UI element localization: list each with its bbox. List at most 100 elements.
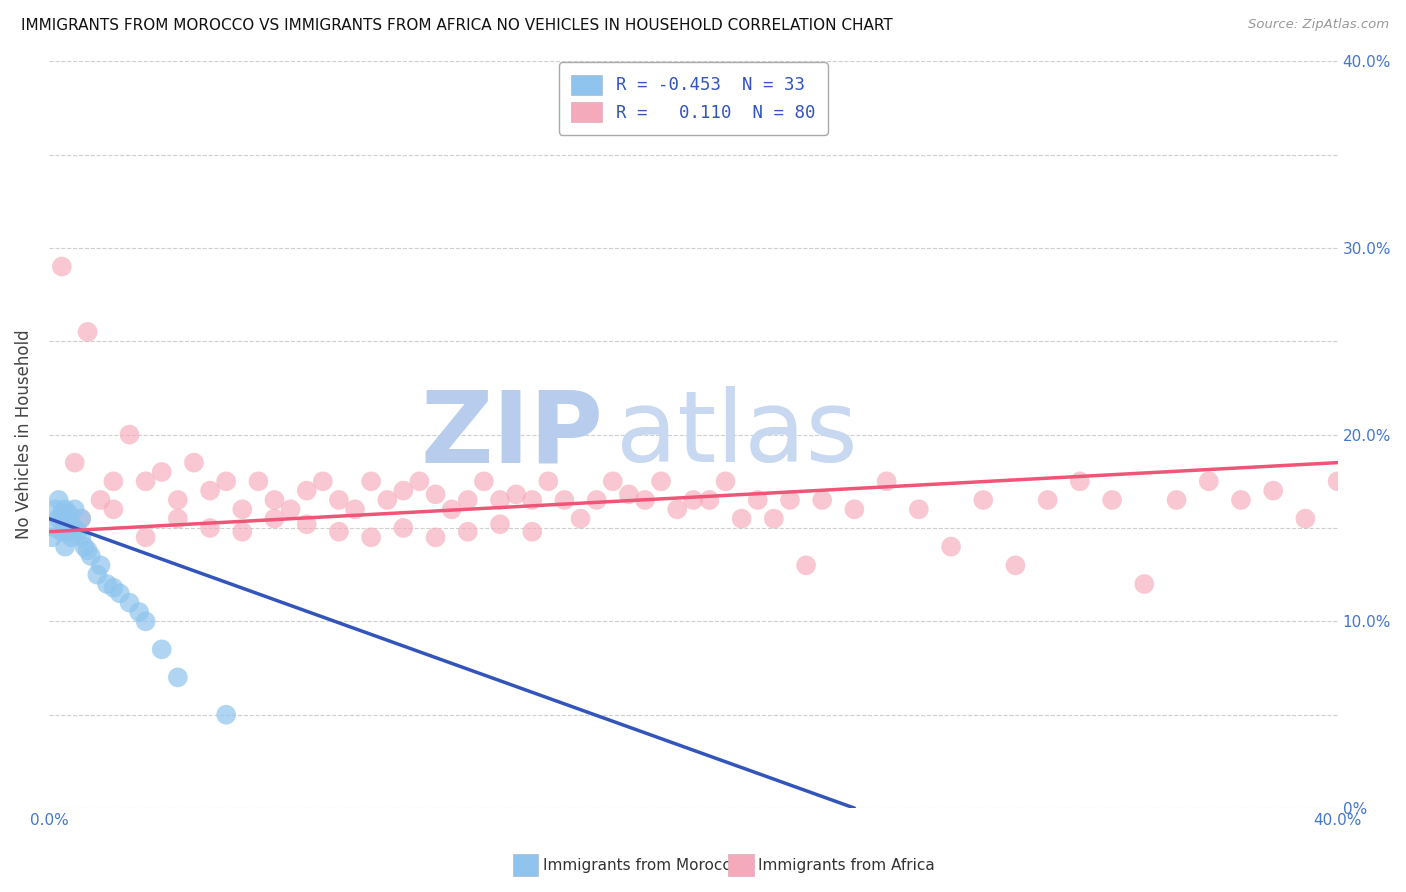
Text: Immigrants from Africa: Immigrants from Africa [758, 858, 935, 872]
Point [650, 475, 672, 489]
Point [489, 517, 512, 532]
Point [76, 543, 98, 558]
Point [1294, 511, 1316, 525]
Point [58, 506, 80, 520]
Point [215, 475, 238, 489]
Point [76, 325, 98, 339]
Point [360, 475, 382, 489]
Point [392, 521, 415, 535]
Point [1101, 493, 1123, 508]
Point [392, 483, 415, 498]
Point [48, 493, 70, 508]
Point [89, 493, 111, 508]
Point [408, 475, 430, 489]
Point [505, 487, 527, 501]
Point [135, 530, 157, 544]
Point [118, 596, 141, 610]
Point [714, 475, 737, 489]
Point [44, 502, 66, 516]
Point [295, 483, 318, 498]
Point [198, 483, 221, 498]
Point [247, 475, 270, 489]
Point [198, 521, 221, 535]
Point [103, 502, 125, 516]
Point [585, 493, 607, 508]
Point [344, 502, 367, 516]
Point [811, 493, 834, 508]
Point [135, 615, 157, 629]
Point [876, 475, 898, 489]
Point [73, 540, 96, 554]
Point [1133, 577, 1156, 591]
Point [375, 493, 398, 508]
Point [63, 521, 86, 535]
Point [63, 502, 86, 516]
Text: IMMIGRANTS FROM MOROCCO VS IMMIGRANTS FROM AFRICA NO VEHICLES IN HOUSEHOLD CORRE: IMMIGRANTS FROM MOROCCO VS IMMIGRANTS FR… [21, 18, 893, 33]
Point [1069, 475, 1091, 489]
Point [939, 540, 962, 554]
Point [844, 502, 866, 516]
Point [70, 511, 93, 525]
Point [1166, 493, 1188, 508]
Point [80, 549, 103, 563]
Point [215, 707, 238, 722]
Point [96, 577, 118, 591]
Point [51, 506, 73, 520]
Point [472, 475, 495, 489]
Point [634, 493, 657, 508]
Point [53, 540, 76, 554]
Point [66, 524, 89, 539]
Text: ZIP: ZIP [420, 386, 603, 483]
Point [440, 502, 463, 516]
Point [457, 524, 479, 539]
Point [166, 493, 188, 508]
Point [489, 493, 512, 508]
Point [457, 493, 479, 508]
Point [1326, 475, 1348, 489]
Point [312, 475, 335, 489]
Point [108, 586, 131, 600]
Point [569, 511, 592, 525]
Point [794, 558, 817, 573]
Point [762, 511, 785, 525]
Point [183, 456, 205, 470]
Point [263, 511, 285, 525]
Point [150, 642, 173, 657]
Point [360, 530, 382, 544]
Point [779, 493, 801, 508]
Text: Source: ZipAtlas.com: Source: ZipAtlas.com [1249, 18, 1389, 31]
Point [166, 511, 188, 525]
Point [553, 493, 575, 508]
Point [295, 517, 318, 532]
Point [537, 475, 560, 489]
Point [48, 511, 70, 525]
Point [1036, 493, 1059, 508]
Point [70, 530, 93, 544]
Point [60, 517, 83, 532]
Legend: R = -0.453  N = 33, R =   0.110  N = 80: R = -0.453 N = 33, R = 0.110 N = 80 [558, 62, 828, 135]
Point [89, 558, 111, 573]
Point [602, 475, 624, 489]
Point [328, 524, 350, 539]
Point [128, 605, 150, 619]
Point [51, 524, 73, 539]
Point [135, 475, 157, 489]
Point [150, 465, 173, 479]
Point [63, 456, 86, 470]
Point [522, 493, 544, 508]
Point [328, 493, 350, 508]
Point [58, 524, 80, 539]
Point [263, 493, 285, 508]
Point [699, 493, 721, 508]
Point [1198, 475, 1220, 489]
Point [747, 493, 769, 508]
Point [103, 475, 125, 489]
Point [231, 524, 253, 539]
Point [682, 493, 704, 508]
Point [53, 502, 76, 516]
Point [972, 493, 994, 508]
Point [1263, 483, 1285, 498]
Point [86, 567, 108, 582]
Point [666, 502, 689, 516]
Text: Immigrants from Morocco: Immigrants from Morocco [543, 858, 740, 872]
